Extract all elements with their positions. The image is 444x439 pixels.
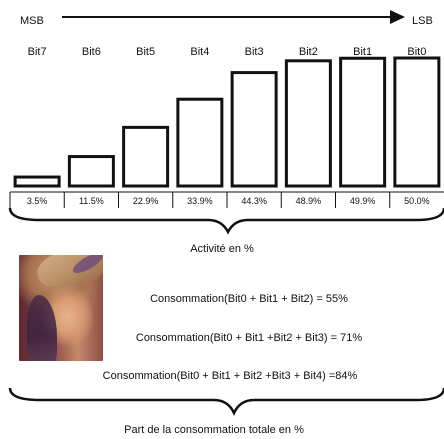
activity-caption: Activité en % [190, 243, 254, 255]
bar-bit2 [284, 59, 332, 188]
bit-labels: Bit7 Bit6 Bit5 Bit4 Bit3 Bit2 Bit1 Bit0 [28, 46, 427, 58]
bottom-brace [8, 387, 444, 416]
bit-label-bit6: Bit6 [82, 46, 101, 58]
value-label-bit7: 3.5% [27, 196, 48, 206]
bar-bit6 [67, 155, 115, 188]
bit-label-bit1: Bit1 [353, 46, 372, 58]
axis-ticks [9, 192, 391, 208]
top-brace [8, 207, 444, 235]
value-label-bit4: 33.9% [187, 196, 213, 206]
bar-bit0 [393, 56, 441, 188]
bit-label-bit4: Bit4 [190, 46, 209, 58]
bit-label-bit0: Bit0 [407, 46, 426, 58]
value-label-bit2: 48.9% [296, 196, 322, 206]
value-label-bit1: 49.9% [350, 196, 376, 206]
bit-label-bit3: Bit3 [245, 46, 264, 58]
lsb-label: LSB [412, 15, 433, 27]
value-label-bit5: 22.9% [133, 196, 159, 206]
bar-bit1 [339, 56, 387, 188]
photo-hair [27, 295, 57, 361]
msb-lsb-arrow-head [390, 10, 405, 24]
value-labels: 3.5% 11.5% 22.9% 33.9% 44.3% 48.9% 49.9% 50.0% [27, 196, 430, 206]
bit-label-bit7: Bit7 [28, 46, 47, 58]
value-label-bit6: 11.5% [79, 196, 104, 206]
portrait-photo [19, 255, 103, 361]
formula-3: Consommation(Bit0 + Bit1 + Bit2 +Bit3 + … [103, 370, 358, 382]
bar-bit4 [176, 97, 224, 188]
formula-2: Consommation(Bit0 + Bit1 +Bit2 + Bit3) =… [136, 332, 362, 344]
bar-bit3 [230, 71, 278, 188]
msb-label: MSB [20, 15, 44, 27]
bit-label-bit5: Bit5 [136, 46, 155, 58]
value-label-bit0: 50.0% [404, 196, 430, 206]
formula-1: Consommation(Bit0 + Bit1 + Bit2) = 55% [150, 293, 348, 305]
bar-bit5 [122, 125, 170, 188]
consumption-caption: Part de la consommation totale en % [124, 424, 304, 436]
bar-bit7 [13, 175, 61, 188]
bit-label-bit2: Bit2 [299, 46, 318, 58]
bars [13, 56, 441, 188]
value-label-bit3: 44.3% [241, 196, 267, 206]
